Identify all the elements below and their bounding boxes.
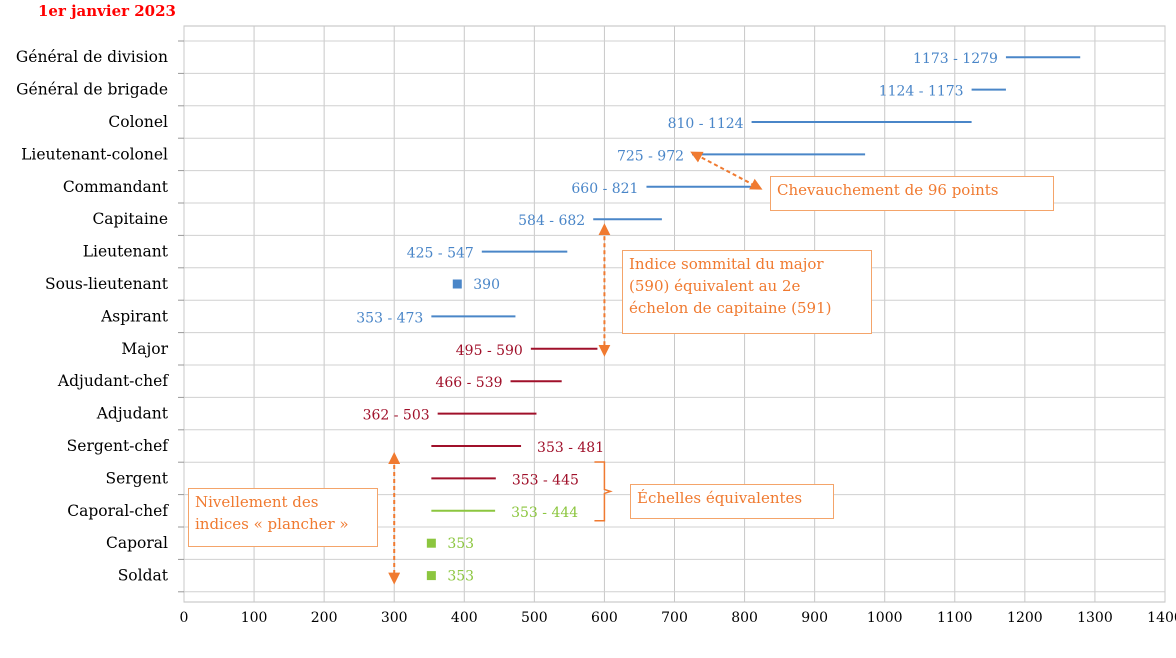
y-label-14: Caporal-chef: [67, 502, 169, 520]
data-label-3: 725 - 972: [617, 148, 684, 164]
data-label-14: 353 - 444: [511, 505, 578, 521]
annotation-overlap-text: Chevauchement de 96 points: [777, 181, 999, 199]
annotation-major-line-2: (590) équivalent au 2e: [629, 277, 801, 295]
chart-date-label: 1er janvier 2023: [38, 2, 176, 20]
marker-16: [426, 571, 436, 581]
annotation-major-line-3: échelon de capitaine (591): [629, 299, 832, 317]
data-label-16: 353: [447, 569, 474, 585]
x-axis-labels: 0 100 200 300 400 500 600 700 800 900 1000 1100 1200…: [180, 610, 1176, 626]
y-label-6: Lieutenant: [83, 243, 169, 261]
annotation-equivalent-scales-text: Échelles équivalentes: [637, 489, 803, 507]
data-label-10: 466 - 539: [435, 375, 502, 391]
x-tick-label-1400: 1400: [1147, 610, 1176, 626]
data-label-5: 584 - 682: [518, 213, 585, 229]
data-label-13: 353 - 445: [512, 472, 579, 488]
x-tick-label-1000: 1000: [867, 610, 903, 626]
x-tick-label-400: 400: [451, 610, 478, 626]
data-label-4: 660 - 821: [571, 181, 638, 197]
annotation-arrows: [388, 151, 763, 585]
x-tick-label-500: 500: [521, 610, 548, 626]
marker-7: [452, 279, 462, 289]
data-label-12: 353 - 481: [537, 440, 604, 456]
x-tick-label-700: 700: [661, 610, 688, 626]
y-label-13: Sergent: [105, 469, 168, 487]
y-label-10: Adjudant-chef: [57, 372, 169, 390]
x-tick-label-900: 900: [801, 610, 828, 626]
x-tick-label-200: 200: [311, 610, 338, 626]
annotation-equivalent-scales: Échelles équivalentes: [630, 484, 834, 519]
y-label-0: Général de division: [16, 48, 168, 66]
marker-15: [426, 538, 436, 548]
y-label-7: Sous-lieutenant: [45, 275, 169, 293]
data-label-8: 353 - 473: [356, 310, 423, 326]
annotation-major: Indice sommital du major (590) équivalen…: [622, 250, 872, 334]
data-label-7: 390: [473, 277, 500, 293]
annotation-floor-line-1: Nivellement des: [195, 493, 319, 511]
data-label-1: 1124 - 1173: [879, 84, 964, 100]
x-tick-label-1100: 1100: [937, 610, 973, 626]
y-label-2: Colonel: [108, 113, 168, 131]
x-tick-label-600: 600: [591, 610, 618, 626]
data-labels: 1173 - 1279 1124 - 1173 810 - 1124 725 - 97…: [356, 51, 998, 584]
y-label-3: Lieutenant-colonel: [21, 145, 168, 163]
x-tick-label-100: 100: [241, 610, 268, 626]
data-label-11: 362 - 503: [363, 408, 430, 424]
y-label-11: Adjudant: [96, 405, 169, 423]
y-label-1: Général de brigade: [16, 81, 168, 99]
data-label-6: 425 - 547: [407, 246, 474, 262]
data-label-0: 1173 - 1279: [913, 51, 998, 67]
data-label-9: 495 - 590: [456, 343, 523, 359]
x-tick-label-0: 0: [180, 610, 189, 626]
y-axis-labels: Général de division Général de brigade Col…: [16, 48, 169, 584]
x-tick-label-1200: 1200: [1007, 610, 1043, 626]
equivalent-scales-bracket: [594, 461, 613, 522]
y-label-12: Sergent-chef: [67, 437, 170, 455]
annotation-overlap: Chevauchement de 96 points: [770, 176, 1054, 211]
annotation-floor-leveling: Nivellement des indices « plancher »: [188, 488, 378, 547]
y-label-15: Caporal: [106, 534, 168, 552]
x-tick-label-300: 300: [381, 610, 408, 626]
y-label-5: Capitaine: [92, 210, 168, 228]
y-label-9: Major: [121, 340, 168, 358]
data-label-15: 353: [447, 536, 474, 552]
overlap-arrow: [690, 151, 763, 190]
data-label-2: 810 - 1124: [668, 116, 744, 132]
x-tick-label-800: 800: [731, 610, 758, 626]
annotation-major-line-1: Indice sommital du major: [629, 255, 824, 273]
y-label-16: Soldat: [118, 567, 169, 585]
y-label-8: Aspirant: [100, 307, 169, 325]
annotation-floor-line-2: indices « plancher »: [195, 515, 349, 533]
x-tick-label-1300: 1300: [1077, 610, 1113, 626]
y-label-4: Commandant: [63, 178, 169, 196]
